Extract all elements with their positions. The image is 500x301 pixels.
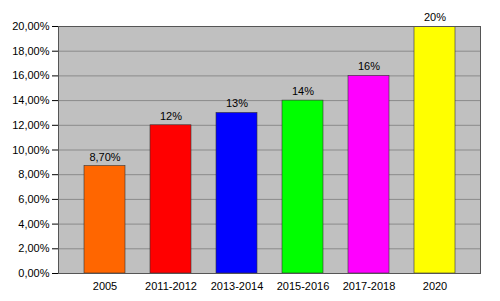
svg-text:8,70%: 8,70% xyxy=(89,151,120,163)
svg-text:0,00%: 0,00% xyxy=(18,267,49,279)
svg-text:10,00%: 10,00% xyxy=(12,144,50,156)
svg-text:2011-2012: 2011-2012 xyxy=(145,280,197,292)
svg-text:2,00%: 2,00% xyxy=(18,242,49,254)
svg-text:2020: 2020 xyxy=(423,280,447,292)
svg-text:18,00%: 18,00% xyxy=(12,45,50,57)
svg-text:2005: 2005 xyxy=(93,280,117,292)
svg-text:14,00%: 14,00% xyxy=(12,94,50,106)
svg-text:2013-2014: 2013-2014 xyxy=(211,280,264,292)
svg-text:12,00%: 12,00% xyxy=(12,119,50,131)
svg-text:14%: 14% xyxy=(292,85,314,97)
svg-text:2017-2018: 2017-2018 xyxy=(343,280,396,292)
svg-text:20%: 20% xyxy=(424,11,446,23)
svg-text:2015-2016: 2015-2016 xyxy=(277,280,330,292)
svg-text:4,00%: 4,00% xyxy=(18,218,49,230)
svg-text:16,00%: 16,00% xyxy=(12,69,50,81)
svg-text:20,00%: 20,00% xyxy=(12,20,50,32)
svg-text:6,00%: 6,00% xyxy=(18,193,49,205)
svg-text:8,00%: 8,00% xyxy=(18,168,49,180)
svg-text:12%: 12% xyxy=(160,110,182,122)
svg-text:13%: 13% xyxy=(226,97,248,109)
svg-text:16%: 16% xyxy=(358,60,380,72)
